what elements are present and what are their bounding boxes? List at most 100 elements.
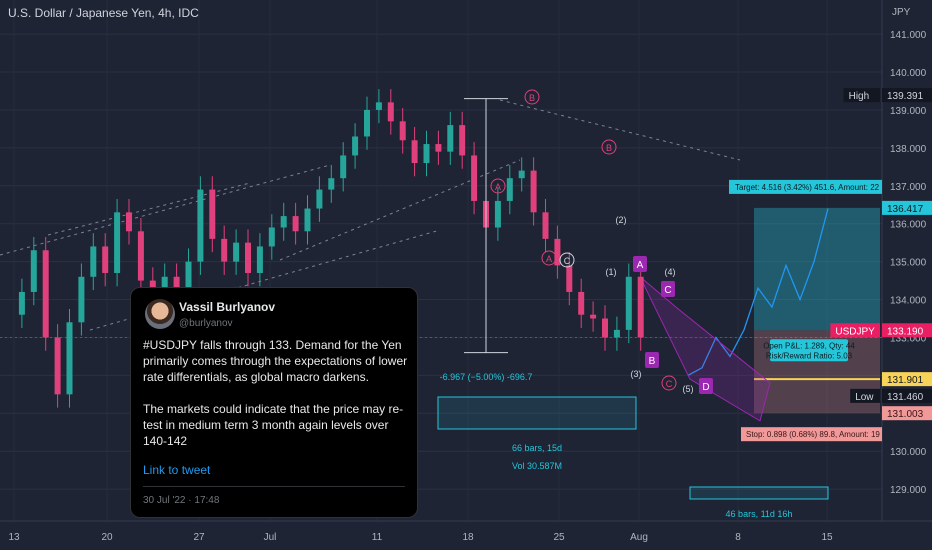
- x-tick-label: 20: [101, 532, 113, 543]
- date-range-volume: Vol 30.587M: [512, 461, 562, 471]
- candle-body: [352, 136, 359, 156]
- date-range-box: [437, 396, 637, 430]
- candle-body: [399, 121, 406, 141]
- candle-body: [197, 189, 204, 262]
- candle-body: [66, 322, 73, 395]
- target-zone: [754, 207, 880, 331]
- y-tick-label: 129.000: [890, 485, 927, 496]
- price-tag-box: [882, 323, 932, 338]
- candle-body: [126, 212, 132, 232]
- x-tick-label: 25: [553, 532, 565, 543]
- candle-body: [340, 155, 347, 179]
- candle-body: [578, 291, 585, 315]
- candle-body: [494, 200, 501, 228]
- x-tick-label: Aug: [630, 532, 648, 543]
- wave-label-circle: [541, 250, 557, 266]
- wave-label-box: [633, 256, 647, 272]
- candle-body: [304, 208, 311, 232]
- x-tick-label: 27: [193, 532, 205, 543]
- candle-body: [173, 276, 180, 292]
- candle-body: [459, 125, 466, 156]
- stop-label-box: [741, 427, 882, 442]
- date-range-box-2: [689, 486, 829, 500]
- y-tick-label: 140.000: [890, 68, 927, 79]
- candle-body: [78, 276, 85, 323]
- tweet-text: #USDJPY falls through 133. Demand for th…: [143, 338, 408, 448]
- projection-line: [687, 208, 829, 376]
- price-tag-value: 131.901: [887, 375, 924, 386]
- candle-body: [268, 227, 275, 247]
- wave-label-circle: [559, 252, 575, 268]
- candle-body: [364, 109, 370, 137]
- candle-body: [30, 250, 37, 292]
- symbol-title: U.S. Dollar / Japanese Yen, 4h, IDC: [8, 6, 199, 20]
- price-tag-box: [882, 406, 932, 421]
- candle-body: [316, 189, 323, 209]
- projection-wedge: [639, 276, 771, 422]
- wave-label: (3): [631, 369, 642, 379]
- measure-label: -6.967 (−5.00%) -696.7: [440, 372, 533, 382]
- y-tick-label: 141.000: [890, 30, 927, 41]
- tweet-card[interactable]: Vassil Burlyanov @burlyanov #USDJPY fall…: [130, 287, 418, 518]
- wave-label: B: [649, 356, 656, 367]
- position-label-2: Risk/Reward Ratio: 5.03: [766, 351, 853, 360]
- tweet-author: Vassil Burlyanov: [179, 300, 276, 314]
- y-tick-label: 136.000: [890, 220, 927, 231]
- price-tag-label-box: [850, 388, 880, 403]
- avatar: [145, 299, 175, 329]
- candle-body: [245, 242, 251, 273]
- candle-body: [518, 170, 525, 179]
- trend-line: [89, 229, 441, 331]
- wave-label-circle: [661, 375, 677, 391]
- candle-body: [209, 189, 216, 239]
- wave-label: C: [564, 256, 571, 266]
- price-tag-label-box: [830, 323, 880, 338]
- wave-label-box: [699, 378, 713, 394]
- tweet-link[interactable]: Link to tweet: [143, 463, 211, 477]
- candle-body: [42, 250, 49, 338]
- currency-label: JPY: [892, 7, 911, 18]
- wave-label: A: [546, 254, 552, 264]
- wave-label: C: [666, 379, 673, 389]
- wave-label: (1): [606, 267, 617, 277]
- x-tick-label: Jul: [264, 532, 277, 543]
- price-tag-value: 133.190: [887, 326, 924, 337]
- y-tick-label: 130.000: [890, 447, 927, 458]
- trend-line: [279, 159, 521, 261]
- y-tick-label: 137.000: [890, 182, 927, 193]
- candle-body: [375, 102, 382, 110]
- price-tag-value: 131.003: [887, 409, 924, 420]
- position-label-box: [770, 339, 848, 362]
- position-label-1: Open P&L: 1.289, Qty: 44: [763, 341, 855, 350]
- candle-body: [411, 140, 418, 164]
- price-tag-label: USDJPY: [835, 326, 875, 337]
- tweet-divider: [143, 486, 405, 487]
- date-range-bars-2: 46 bars, 11d 16h: [726, 509, 793, 519]
- wave-label: (2): [616, 215, 627, 225]
- trend-line: [0, 164, 331, 256]
- tweet-handle: @burlyanov: [179, 318, 233, 329]
- y-tick-label: 138.000: [890, 144, 927, 155]
- candle-body: [554, 238, 561, 266]
- candle-body: [447, 125, 454, 152]
- target-label: Target: 4.516 (3.42%) 451.6, Amount: 22: [735, 183, 880, 192]
- candle-body: [114, 212, 121, 273]
- candle-body: [280, 216, 287, 228]
- candle-body: [292, 216, 299, 232]
- wave-label-circle: [490, 178, 506, 194]
- y-tick-label: 135.000: [890, 258, 927, 269]
- candle-body: [625, 276, 632, 330]
- x-tick-label: 18: [462, 532, 474, 543]
- wave-label: B: [529, 93, 535, 103]
- price-tag-box: [882, 88, 932, 103]
- candle-body: [506, 178, 513, 201]
- candle-body: [435, 144, 442, 152]
- candle-body: [530, 170, 537, 213]
- candle-body: [613, 329, 620, 338]
- wave-label: (4): [665, 267, 676, 277]
- wave-label-box: [645, 352, 659, 368]
- candle-body: [542, 212, 549, 239]
- candle-body: [185, 261, 192, 292]
- price-tag-box: [882, 372, 932, 387]
